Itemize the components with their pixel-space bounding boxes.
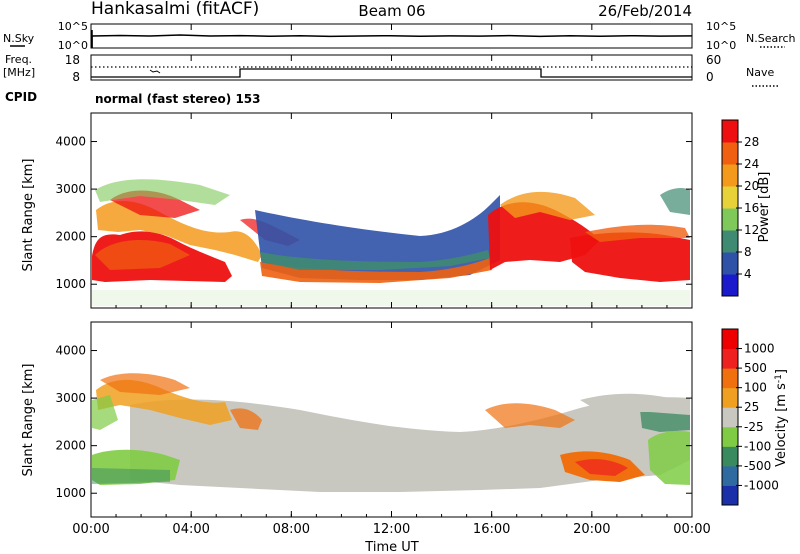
y-tick-label: 1000 <box>55 486 86 500</box>
station-title: Hankasalmi (fitACF) <box>91 0 259 19</box>
y-tick-label: 3000 <box>55 391 86 405</box>
nave-label: Nave <box>746 66 774 79</box>
colorbar-segment <box>722 426 738 447</box>
colorbar-tick-label: -500 <box>744 459 771 473</box>
power-scatter <box>92 179 690 306</box>
power-colorbar-label: Power [dB] <box>757 172 772 243</box>
date-title: 26/Feb/2014 <box>598 2 692 20</box>
colorbar-segment <box>722 164 738 187</box>
colorbar-segment <box>722 465 738 486</box>
colorbar-tick-label: 28 <box>744 135 759 149</box>
noise-right-tick-low: 10^0 <box>706 39 736 52</box>
nsky-label: N.Sky <box>3 32 35 45</box>
colorbar-segment <box>722 230 738 253</box>
power-colorbar <box>722 120 738 297</box>
velocity-scatter <box>92 373 690 492</box>
y-tick-label: 1000 <box>55 277 86 291</box>
x-tick-label: 08:00 <box>273 522 310 537</box>
colorbar-segment <box>722 368 738 389</box>
x-tick-label: 04:00 <box>172 522 209 537</box>
noise-right-tick-high: 10^5 <box>706 20 736 33</box>
colorbar-segment <box>722 186 738 209</box>
freq-trace <box>91 68 692 78</box>
power-ylabel: Slant Range [km] <box>21 159 36 272</box>
x-axis-ticks: 00:00 04:00 08:00 12:00 16:00 20:00 00:00 <box>72 24 711 537</box>
velocity-colorbar-frame <box>721 328 739 506</box>
y-tick-label: 2000 <box>55 439 86 453</box>
colorbar-tick-label: 100 <box>744 381 767 395</box>
colorbar-segment <box>722 208 738 231</box>
colorbar-segment <box>722 407 738 428</box>
colorbar-tick-label: 16 <box>744 201 759 215</box>
colorbar-segment <box>722 274 738 297</box>
y-tick-label: 2000 <box>55 230 86 244</box>
colorbar-tick-label: 24 <box>744 157 759 171</box>
cpid-label: CPID <box>5 90 37 104</box>
colorbar-tick-label: 1000 <box>744 342 775 356</box>
colorbar-segment <box>722 387 738 408</box>
nave-tick-low: 0 <box>706 70 714 84</box>
colorbar-segment <box>722 348 738 369</box>
x-tick-label: 00:00 <box>673 522 710 537</box>
noise-left-tick-high: 10^5 <box>58 20 88 33</box>
velocity-ylabel: Slant Range [km] <box>21 364 36 477</box>
colorbar-segment <box>722 142 738 165</box>
x-tick-label: 20:00 <box>573 522 610 537</box>
beam-title: Beam 06 <box>358 2 425 20</box>
noise-sky-trace <box>91 34 693 48</box>
colorbar-segment <box>722 446 738 467</box>
colorbar-tick-label: -100 <box>744 439 771 453</box>
y-tick-label: 4000 <box>55 135 86 149</box>
velocity-colorbar-ticks: 1000 500 100 25 -25 -100 -500 -1000 <box>736 342 779 492</box>
velocity-colorbar <box>722 329 738 506</box>
power-y-ticks: 4000 3000 2000 1000 <box>55 135 692 291</box>
colorbar-tick-label: 20 <box>744 179 759 193</box>
colorbar-tick-label: -1000 <box>744 478 779 492</box>
noise-left-tick-low: 10^0 <box>58 39 88 52</box>
x-tick-label: 16:00 <box>473 522 510 537</box>
freq-glitch <box>149 69 161 74</box>
freq-label-line1: Freq. <box>5 53 32 66</box>
cpid-text: normal (fast stereo) 153 <box>95 92 261 106</box>
nave-tick-high: 60 <box>706 53 721 67</box>
colorbar-tick-label: 4 <box>744 267 752 281</box>
velocity-y-ticks: 4000 3000 2000 1000 <box>55 344 692 500</box>
colorbar-tick-label: -25 <box>744 420 764 434</box>
x-tick-label: 00:00 <box>72 522 109 537</box>
colorbar-tick-label: 12 <box>744 223 759 237</box>
colorbar-tick-label: 500 <box>744 361 767 375</box>
freq-label-line2: [MHz] <box>3 66 35 79</box>
colorbar-segment <box>722 329 738 350</box>
velocity-colorbar-label-text: Velocity [m s <box>774 383 789 467</box>
power-colorbar-ticks: 28 24 20 16 12 8 4 <box>736 135 759 281</box>
x-axis-label: Time UT <box>364 540 418 554</box>
colorbar-tick-label: 25 <box>744 400 759 414</box>
y-tick-label: 4000 <box>55 344 86 358</box>
freq-tick-high: 18 <box>65 53 80 67</box>
colorbar-segment <box>722 120 738 143</box>
colorbar-tick-label: 8 <box>744 245 752 259</box>
freq-tick-low: 8 <box>72 70 80 84</box>
y-tick-label: 3000 <box>55 182 86 196</box>
colorbar-segment <box>722 252 738 275</box>
nsearch-label: N.Search <box>746 32 796 45</box>
colorbar-segment <box>722 485 738 506</box>
x-tick-label: 12:00 <box>373 522 410 537</box>
velocity-colorbar-label: Velocity [m s-1] <box>774 369 789 467</box>
